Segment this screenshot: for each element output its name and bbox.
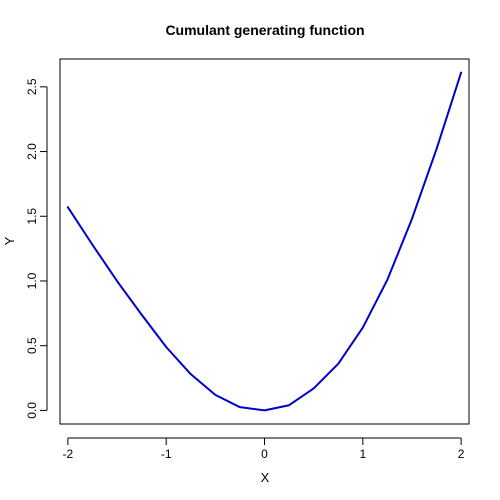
x-tick-label: -1: [161, 447, 172, 461]
y-tick-label: 1.5: [25, 208, 39, 225]
y-axis-label: Y: [2, 236, 17, 245]
y-axis: 0.0 0.5 1.0 1.5 2.0 2.5: [25, 78, 48, 419]
y-tick-label: 2.0: [25, 143, 39, 160]
chart-title: Cumulant generating function: [165, 22, 364, 38]
x-tick-label: -2: [63, 447, 74, 461]
x-axis-label: X: [261, 470, 270, 485]
y-tick-label: 1.0: [25, 272, 39, 289]
y-tick-label: 0.0: [25, 402, 39, 419]
y-tick-label: 2.5: [25, 78, 39, 95]
y-tick-label: 0.5: [25, 337, 39, 354]
series-layer: [66, 71, 463, 412]
plot-frame: [59, 58, 470, 425]
x-tick-label: 2: [458, 447, 465, 461]
x-tick-label: 0: [261, 447, 268, 461]
x-axis: -2 -1 0 1 2: [63, 437, 465, 461]
x-tick-label: 1: [359, 447, 366, 461]
series-line: [66, 71, 463, 412]
